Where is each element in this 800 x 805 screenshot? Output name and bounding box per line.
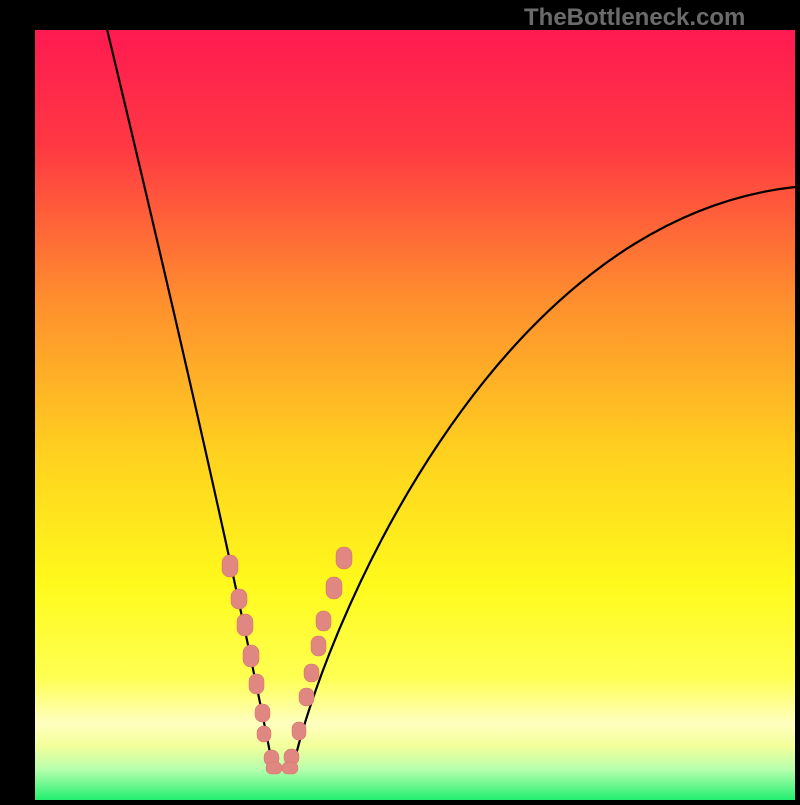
data-marker xyxy=(316,611,331,631)
data-marker xyxy=(282,762,298,774)
bottleneck-chart xyxy=(0,0,800,800)
data-marker xyxy=(222,555,238,577)
data-marker xyxy=(243,645,259,667)
data-marker xyxy=(326,577,342,599)
plot-background xyxy=(35,30,795,800)
data-marker xyxy=(255,704,270,722)
data-marker xyxy=(249,674,264,694)
data-marker xyxy=(336,547,352,569)
data-marker xyxy=(299,688,314,706)
chart-area xyxy=(0,0,800,805)
data-marker xyxy=(304,664,319,682)
data-marker xyxy=(292,722,306,740)
data-marker xyxy=(237,614,253,636)
data-marker xyxy=(311,636,326,656)
data-marker xyxy=(266,762,282,774)
data-marker xyxy=(231,589,247,609)
data-marker xyxy=(257,726,271,742)
watermark-text: TheBottleneck.com xyxy=(524,4,745,32)
